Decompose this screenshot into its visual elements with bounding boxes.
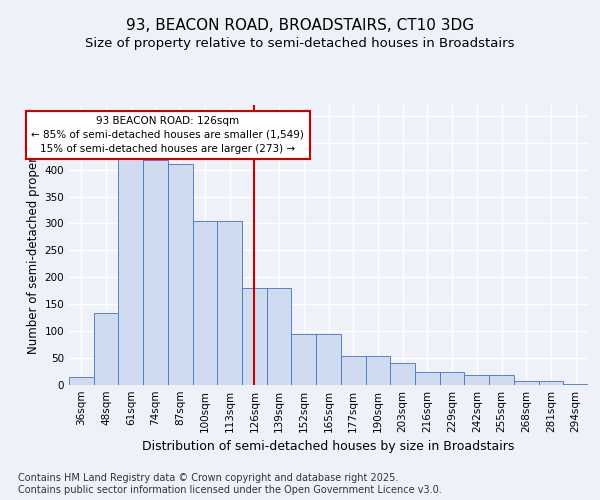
Bar	[464, 376, 489, 385]
Bar	[143, 160, 168, 385]
Bar	[193, 221, 217, 385]
Bar	[365, 356, 390, 385]
Y-axis label: Number of semi-detached properties: Number of semi-detached properties	[27, 136, 40, 354]
Bar	[94, 314, 118, 385]
Bar	[217, 221, 242, 385]
Text: 93, BEACON ROAD, BROADSTAIRS, CT10 3DG: 93, BEACON ROAD, BROADSTAIRS, CT10 3DG	[126, 18, 474, 32]
Bar	[440, 372, 464, 385]
Text: Contains HM Land Registry data © Crown copyright and database right 2025.
Contai: Contains HM Land Registry data © Crown c…	[18, 474, 442, 495]
Bar	[514, 381, 539, 385]
Bar	[489, 376, 514, 385]
Bar	[69, 377, 94, 385]
Bar	[292, 334, 316, 385]
Bar	[341, 356, 365, 385]
Bar	[563, 384, 588, 385]
Text: 93 BEACON ROAD: 126sqm
← 85% of semi-detached houses are smaller (1,549)
15% of : 93 BEACON ROAD: 126sqm ← 85% of semi-det…	[31, 116, 304, 154]
Bar	[415, 372, 440, 385]
Text: Size of property relative to semi-detached houses in Broadstairs: Size of property relative to semi-detach…	[85, 38, 515, 51]
X-axis label: Distribution of semi-detached houses by size in Broadstairs: Distribution of semi-detached houses by …	[142, 440, 515, 454]
Bar	[118, 159, 143, 385]
Bar	[316, 334, 341, 385]
Bar	[242, 288, 267, 385]
Bar	[390, 364, 415, 385]
Bar	[168, 164, 193, 385]
Bar	[539, 381, 563, 385]
Bar	[267, 288, 292, 385]
